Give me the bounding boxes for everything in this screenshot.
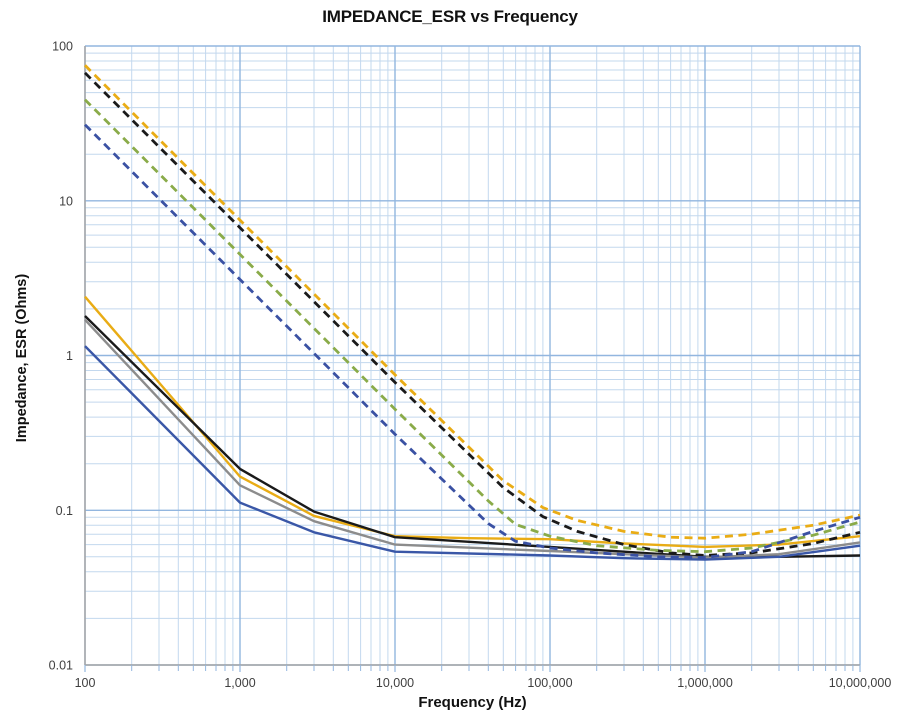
series-z-black: [84, 71, 861, 557]
tick-labels: 100 1,000 10,000 100,000 1,000,000 10,000,000…: [49, 40, 892, 691]
x-tick-label: 10,000,000: [829, 676, 892, 690]
x-tick-label: 1,000: [224, 676, 255, 690]
chart-title: IMPEDANCE_ESR vs Frequency: [322, 7, 578, 26]
x-tick-label: 100: [75, 676, 96, 690]
series-esr-gray: [84, 318, 861, 559]
y-tick-label: 1: [66, 349, 73, 363]
x-tick-marks: [84, 665, 861, 672]
series-esr-gold: [84, 295, 861, 549]
x-tick-label: 1,000,000: [677, 676, 733, 690]
y-tick-label: 100: [52, 40, 73, 54]
y-axis-label: Impedance, ESR (Ohms): [14, 273, 30, 443]
x-axis-label: Frequency (Hz): [418, 694, 527, 711]
series-z-green: [84, 98, 861, 554]
y-tick-label: 0.01: [49, 659, 73, 673]
y-tick-label: 0.1: [56, 504, 73, 518]
series-esr-blue: [84, 345, 861, 561]
y-tick-label: 10: [59, 194, 73, 208]
gridlines: [84, 45, 861, 666]
x-tick-label: 100,000: [527, 676, 572, 690]
series-z-gold: [84, 64, 861, 540]
x-tick-label: 10,000: [376, 676, 414, 690]
axes: [84, 46, 860, 666]
